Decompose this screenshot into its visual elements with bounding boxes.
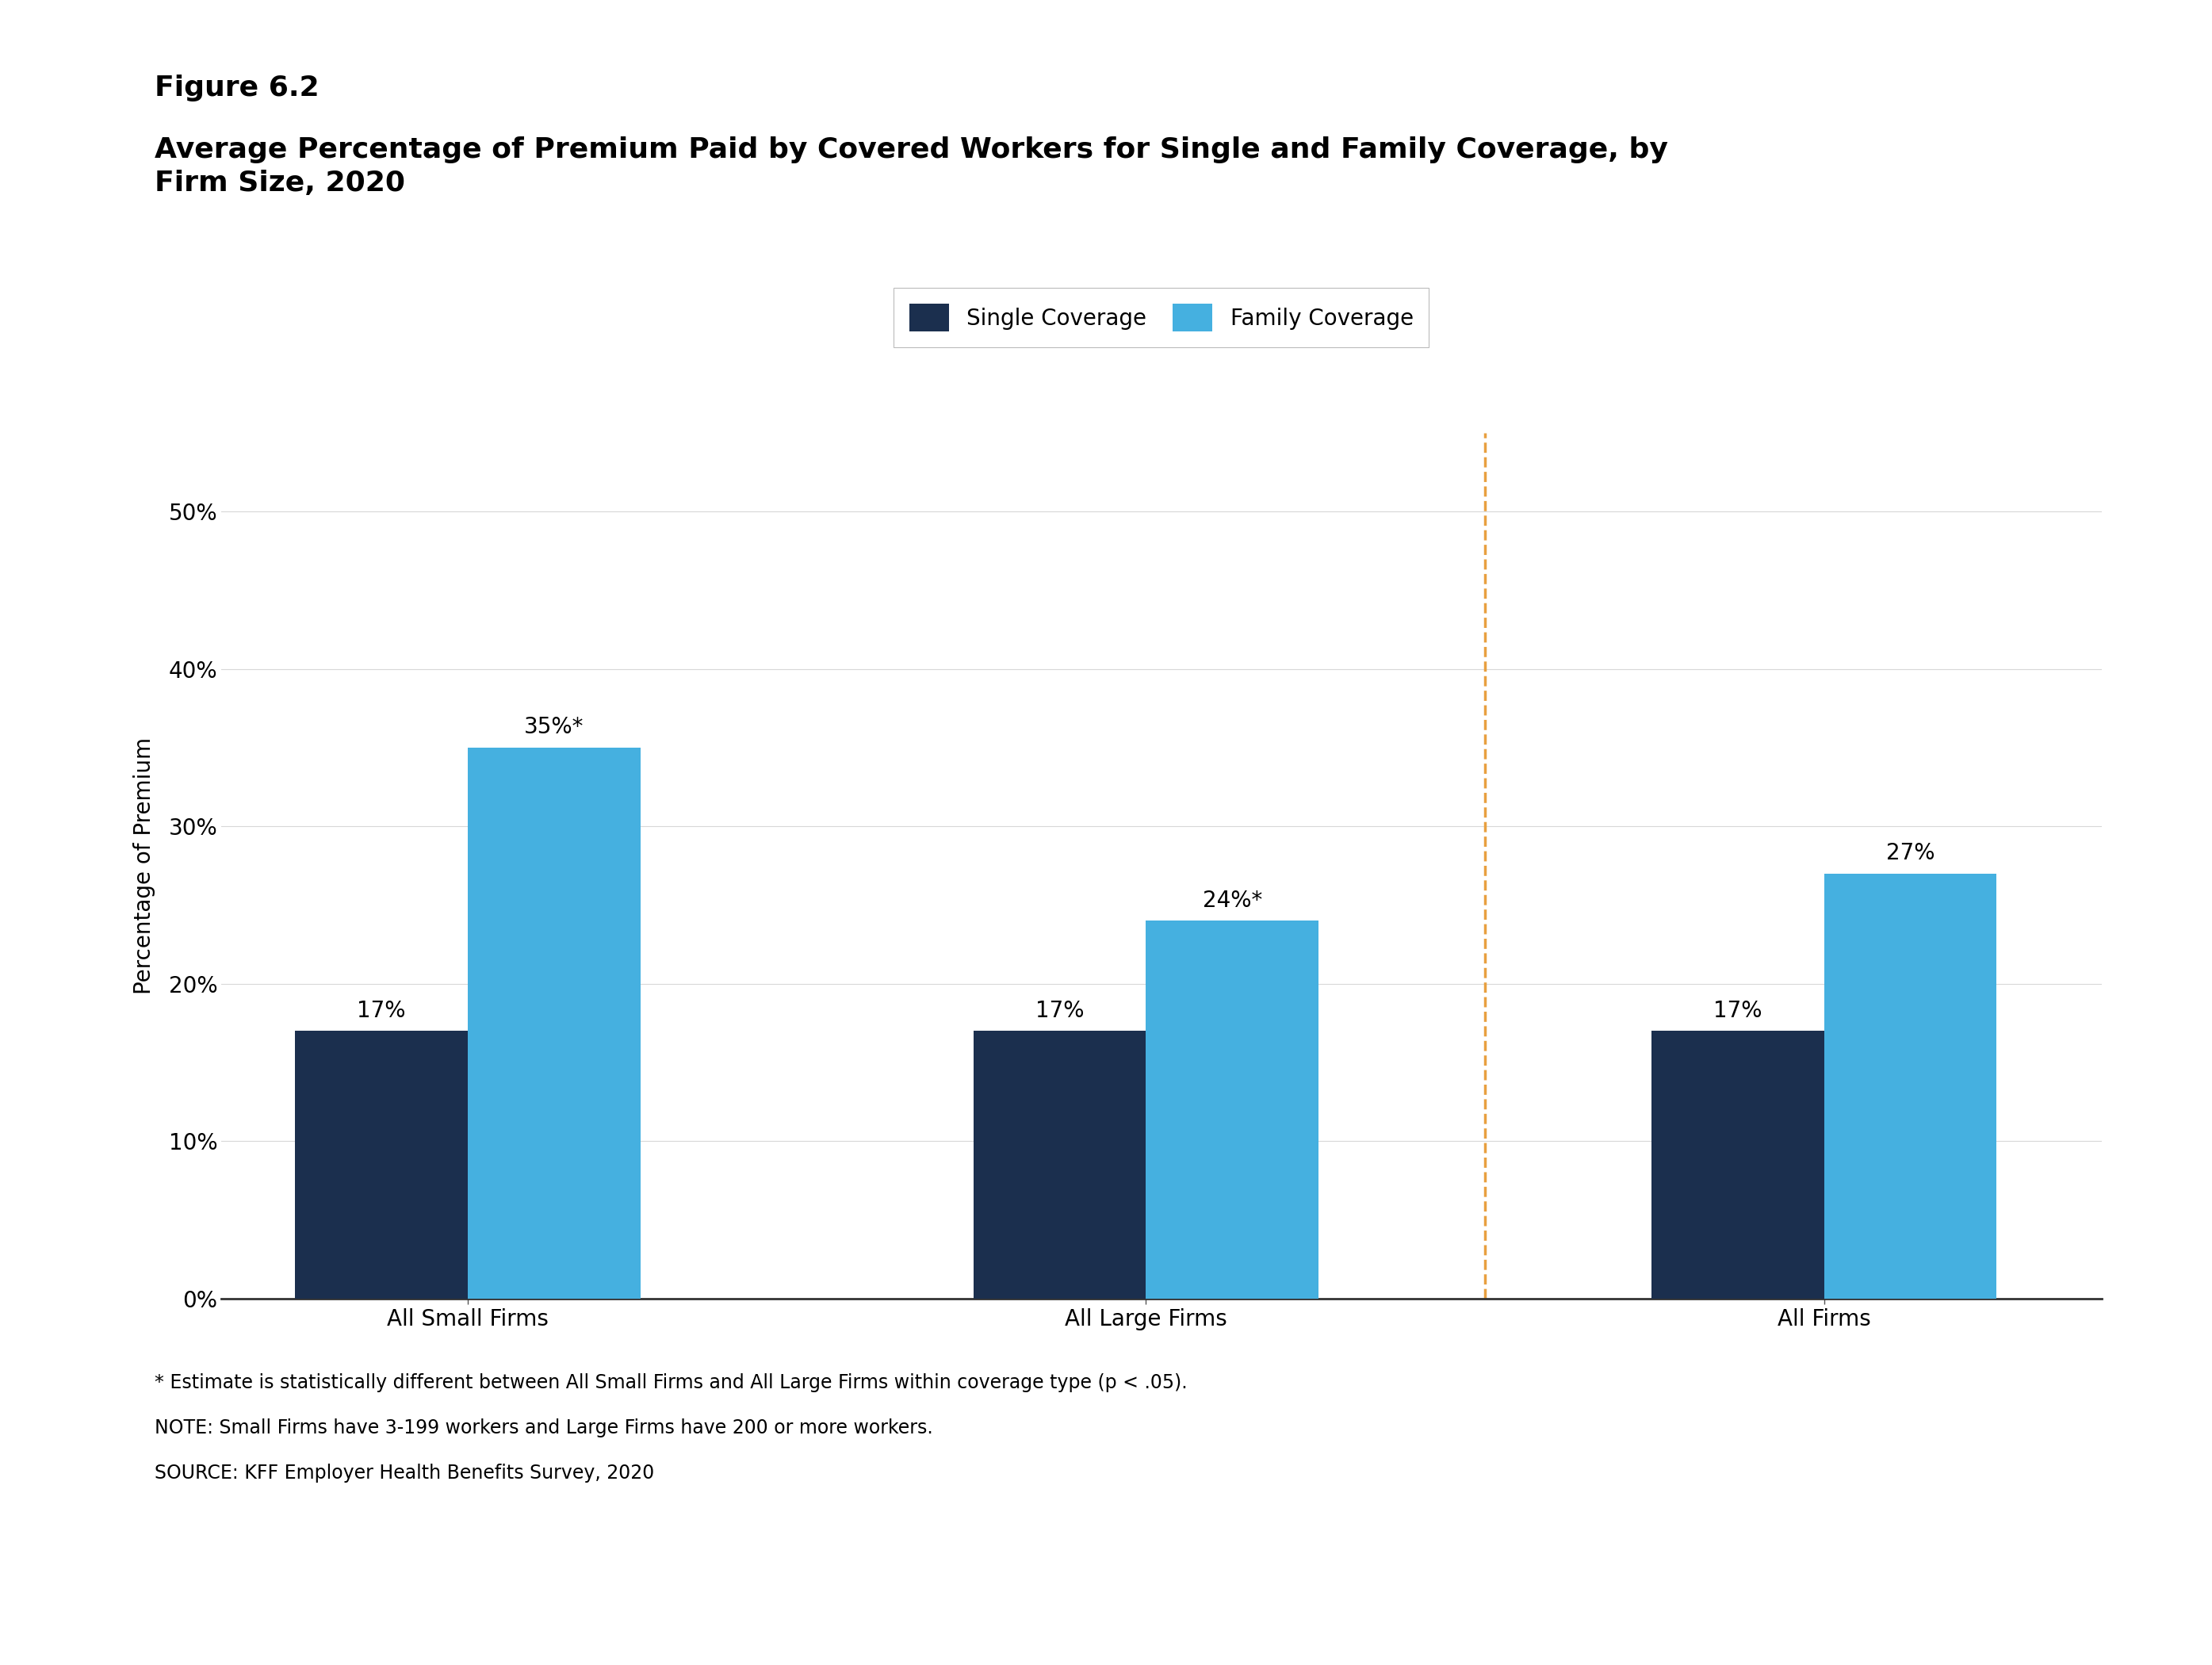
- Text: SOURCE: KFF Employer Health Benefits Survey, 2020: SOURCE: KFF Employer Health Benefits Sur…: [155, 1464, 655, 1482]
- Text: NOTE: Small Firms have 3-199 workers and Large Firms have 200 or more workers.: NOTE: Small Firms have 3-199 workers and…: [155, 1419, 933, 1437]
- Text: Figure 6.2: Figure 6.2: [155, 75, 319, 102]
- Legend: Single Coverage, Family Coverage: Single Coverage, Family Coverage: [894, 288, 1429, 348]
- Text: * Estimate is statistically different between All Small Firms and All Large Firm: * Estimate is statistically different be…: [155, 1374, 1188, 1392]
- Bar: [973, 1031, 1146, 1299]
- Text: 17%: 17%: [1714, 999, 1763, 1022]
- Text: 17%: 17%: [1035, 999, 1084, 1022]
- Text: Average Percentage of Premium Paid by Covered Workers for Single and Family Cove: Average Percentage of Premium Paid by Co…: [155, 137, 1668, 196]
- Bar: [1146, 921, 1318, 1299]
- Bar: [1825, 874, 1997, 1299]
- Bar: [467, 748, 641, 1299]
- Text: 24%*: 24%*: [1203, 889, 1263, 911]
- Y-axis label: Percentage of Premium: Percentage of Premium: [133, 738, 155, 994]
- Bar: [1652, 1031, 1825, 1299]
- Text: 17%: 17%: [356, 999, 405, 1022]
- Bar: [294, 1031, 467, 1299]
- Text: 27%: 27%: [1887, 842, 1936, 864]
- Text: 35%*: 35%*: [524, 716, 584, 738]
